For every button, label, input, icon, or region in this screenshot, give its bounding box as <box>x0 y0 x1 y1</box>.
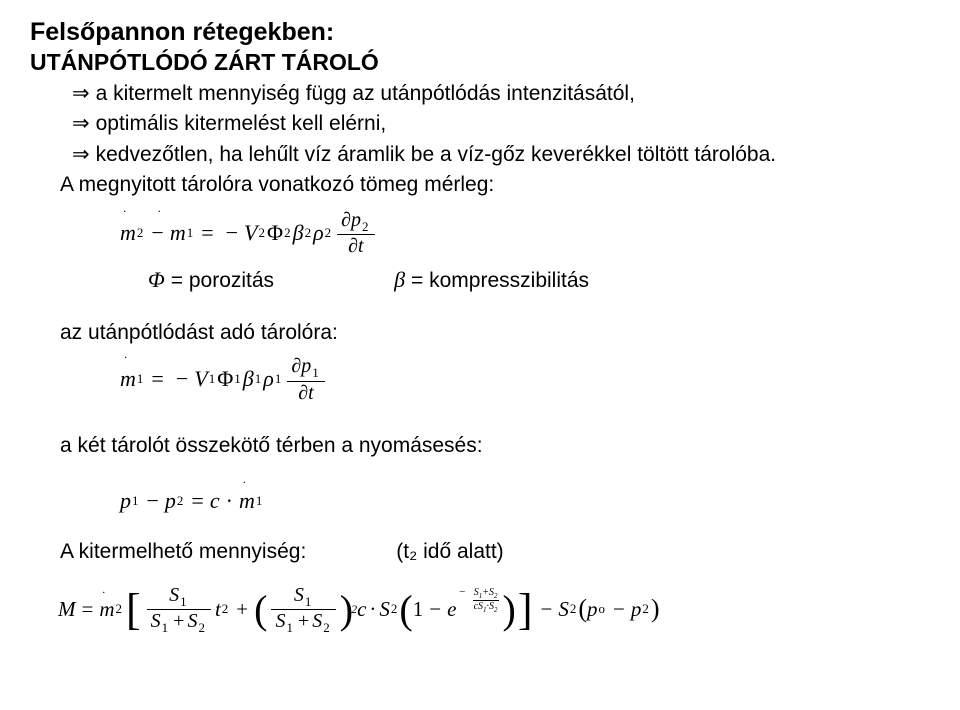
arrow-icon: ⇒ <box>72 80 90 108</box>
arrow-icon: ⇒ <box>72 110 90 138</box>
mass-balance-heading: A megnyitott tárolóra vonatkozó tömeg mé… <box>60 173 930 197</box>
eq-line-1: m2 − m1 = − V2 Φ2 β2 ρ2 ∂p2 ∂t <box>120 209 930 257</box>
eq-line-2: m1 = − V1 Φ1 β1 ρ1 ∂p1 ∂t <box>120 355 930 403</box>
fraction-s1-s1s2-a: S1 S1+S2 <box>147 584 211 636</box>
phi-definition: Φ = porozitás <box>148 267 274 293</box>
equation-extractable-amount: M = . m 2 [ S1 S1+S2 t2 + ( S1 S1+S2 ) 2 <box>58 584 930 636</box>
fraction-dp1-dt: ∂p1 ∂t <box>287 355 324 403</box>
equation-mass-balance: . . m2 − m1 = − V2 Φ2 β2 ρ2 ∂p2 ∂t <box>120 201 930 257</box>
subtitle: UTÁNPÓTLÓDÓ ZÁRT TÁROLÓ <box>30 49 930 76</box>
bullet-2: ⇒ optimális kitermelést kell elérni, <box>72 110 930 138</box>
bullet-text: kedvezőtlen, ha lehűlt víz áramlik be a … <box>96 141 777 169</box>
pressure-drop-heading: a két tárolót összekötő térben a nyomáse… <box>60 434 930 458</box>
final-label: A kitermelhető mennyiség: <box>60 540 306 564</box>
equation-pressure-drop: p1 − p2 = c · . m 1 <box>120 488 930 514</box>
eq-line-3: p1 − p2 = c · . m 1 <box>120 488 930 514</box>
fraction-dp2-dt: ∂p2 ∂t <box>337 209 374 257</box>
equation-supply: . m1 = − V1 Φ1 β1 ρ1 ∂p1 ∂t <box>120 347 930 403</box>
title: Felsőpannon rétegekben: <box>30 18 930 47</box>
bullet-text: optimális kitermelést kell elérni, <box>96 110 387 138</box>
sym-m: m <box>120 220 136 246</box>
bullet-list: ⇒ a kitermelt mennyiség függ az utánpótl… <box>72 80 930 169</box>
final-amount-line: A kitermelhető mennyiség: (t₂ idő alatt) <box>60 540 930 564</box>
bullet-text: a kitermelt mennyiség függ az utánpótlód… <box>96 80 635 108</box>
fraction-s1-s1s2-b: S1 S1+S2 <box>271 584 335 636</box>
supply-reservoir-heading: az utánpótlódást adó tárolóra: <box>60 321 930 345</box>
final-note: (t₂ idő alatt) <box>396 540 503 564</box>
bullet-1: ⇒ a kitermelt mennyiség függ az utánpótl… <box>72 80 930 108</box>
page-root: Felsőpannon rétegekben: UTÁNPÓTLÓDÓ ZÁRT… <box>0 0 960 655</box>
arrow-icon: ⇒ <box>72 141 90 169</box>
beta-definition: β = kompresszibilitás <box>394 267 589 293</box>
bullet-3: ⇒ kedvezőtlen, ha lehűlt víz áramlik be … <box>72 141 930 169</box>
legend-phi-beta: Φ = porozitás β = kompresszibilitás <box>148 267 930 293</box>
